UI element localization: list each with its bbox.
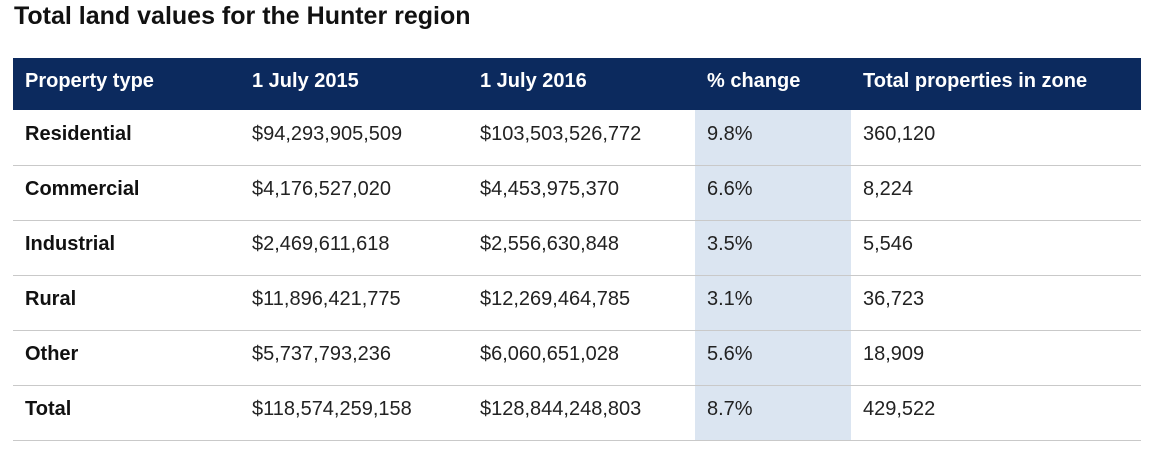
cell-value-2016: $4,453,975,370 — [468, 164, 695, 220]
cell-value-2016: $2,556,630,848 — [468, 219, 695, 275]
table-row: Commercial $4,176,527,020 $4,453,975,370… — [13, 164, 1141, 220]
table-header: Property type 1 July 2015 1 July 2016 % … — [13, 58, 1141, 110]
cell-value-2016: $12,269,464,785 — [468, 274, 695, 330]
cell-value-2016: $128,844,248,803 — [468, 384, 695, 441]
cell-total-properties: 5,546 — [851, 219, 1141, 275]
table-row: Residential $94,293,905,509 $103,503,526… — [13, 110, 1141, 165]
header-total-properties: Total properties in zone — [863, 69, 1088, 92]
cell-property-type: Other — [13, 329, 240, 385]
cell-total-properties: 429,522 — [851, 384, 1141, 441]
cell-value-2015: $4,176,527,020 — [240, 164, 468, 220]
header-july-2016: 1 July 2016 — [480, 69, 587, 92]
cell-value-2016: $103,503,526,772 — [480, 122, 642, 145]
table-row-total: Total $118,574,259,158 $128,844,248,803 … — [13, 384, 1141, 441]
cell-percent-change: 3.1% — [695, 274, 851, 330]
table-row: Rural $11,896,421,775 $12,269,464,785 3.… — [13, 274, 1141, 330]
cell-value-2016: $6,060,651,028 — [468, 329, 695, 385]
cell-total-properties: 360,120 — [863, 122, 936, 145]
cell-percent-change: 6.6% — [695, 164, 851, 220]
header-percent-change: % change — [707, 69, 801, 92]
table-body: Residential $94,293,905,509 $103,503,526… — [13, 110, 1141, 441]
cell-property-type: Industrial — [13, 219, 240, 275]
cell-total-properties: 8,224 — [851, 164, 1141, 220]
table-row: Industrial $2,469,611,618 $2,556,630,848… — [13, 219, 1141, 275]
header-row: Property type 1 July 2015 1 July 2016 % … — [13, 58, 1141, 110]
header-property-type: Property type — [25, 69, 154, 92]
cell-property-type: Total — [13, 384, 240, 441]
cell-value-2015: $94,293,905,509 — [252, 122, 403, 145]
cell-property-type: Residential — [25, 122, 132, 145]
cell-value-2015: $11,896,421,775 — [240, 274, 468, 330]
cell-percent-change: 9.8% — [695, 110, 851, 165]
cell-percent-change: 3.5% — [695, 219, 851, 275]
table-title: Total land values for the Hunter region — [14, 2, 471, 30]
cell-value-2015: $2,469,611,618 — [240, 219, 468, 275]
cell-property-type: Commercial — [13, 164, 240, 220]
land-values-table: Property type 1 July 2015 1 July 2016 % … — [13, 58, 1141, 441]
cell-value-2015: $118,574,259,158 — [240, 384, 468, 441]
cell-percent-change: 8.7% — [695, 384, 851, 441]
header-july-2015: 1 July 2015 — [252, 69, 359, 92]
cell-value-2015: $5,737,793,236 — [240, 329, 468, 385]
cell-total-properties: 18,909 — [851, 329, 1141, 385]
cell-percent-change: 5.6% — [695, 329, 851, 385]
cell-property-type: Rural — [13, 274, 240, 330]
cell-total-properties: 36,723 — [851, 274, 1141, 330]
table-row: Other $5,737,793,236 $6,060,651,028 5.6%… — [13, 329, 1141, 385]
